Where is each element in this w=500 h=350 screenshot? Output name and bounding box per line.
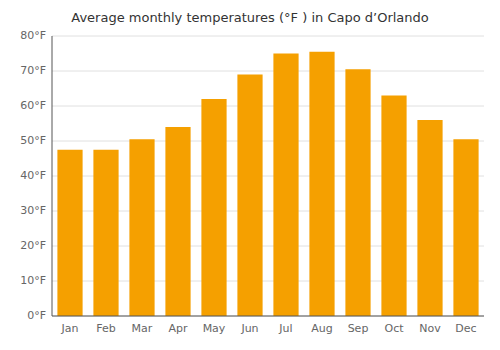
- x-tick-label: Dec: [455, 322, 476, 335]
- bars: [57, 52, 478, 316]
- bar: [129, 139, 154, 316]
- grid-line: [52, 106, 484, 107]
- bar: [165, 127, 190, 316]
- x-tick-label: Jul: [278, 322, 292, 335]
- bar: [273, 54, 298, 317]
- x-axis-line: [52, 316, 484, 317]
- bar: [57, 150, 82, 316]
- y-tick-label: 10°F: [20, 274, 46, 287]
- y-tick-label: 50°F: [20, 134, 46, 147]
- title: Average monthly temperatures (°F ) in Ca…: [71, 10, 429, 25]
- x-tick-label: Feb: [96, 322, 115, 335]
- x-tick-label: Mar: [132, 322, 153, 335]
- x-tick-label: Aug: [311, 322, 332, 335]
- chart-container: 0°F 10°F 20°F 30°F 40°F 50°F 60°F 70°F 80°F Jan Fe…: [0, 0, 500, 350]
- y-tick-label: 80°F: [20, 29, 46, 42]
- grid-line: [52, 316, 484, 317]
- grid-line: [52, 71, 484, 72]
- y-tick-label: 0°F: [27, 309, 46, 322]
- x-tick-label: May: [203, 322, 226, 335]
- bar: [309, 52, 334, 316]
- y-axis: 0°F 10°F 20°F 30°F 40°F 50°F 60°F 70°F 80°F: [20, 29, 52, 322]
- bar: [381, 96, 406, 317]
- bar: [201, 99, 226, 316]
- bar: [237, 75, 262, 317]
- y-tick-label: 20°F: [20, 239, 46, 252]
- bar: [93, 150, 118, 316]
- bar: [417, 120, 442, 316]
- y-tick-label: 40°F: [20, 169, 46, 182]
- x-tick-label: Nov: [419, 322, 441, 335]
- bar: [345, 69, 370, 316]
- x-tick-label: Apr: [168, 322, 188, 335]
- y-axis-line: [52, 36, 53, 316]
- x-tick-label: Jan: [61, 322, 79, 335]
- chart-svg: 0°F 10°F 20°F 30°F 40°F 50°F 60°F 70°F 80°F Jan Fe…: [0, 0, 500, 350]
- bar: [453, 139, 478, 316]
- x-tick-label: Oct: [384, 322, 404, 335]
- x-tick-label: Sep: [348, 322, 369, 335]
- y-tick-label: 60°F: [20, 99, 46, 112]
- y-tick-label: 30°F: [20, 204, 46, 217]
- x-tick-label: Jun: [240, 322, 258, 335]
- x-axis: Jan Feb Mar Apr May Jun Jul Aug Sep Oct Nov Dec: [52, 316, 484, 335]
- y-tick-label: 70°F: [20, 64, 46, 77]
- grid-line: [52, 36, 484, 37]
- grid: [52, 36, 484, 316]
